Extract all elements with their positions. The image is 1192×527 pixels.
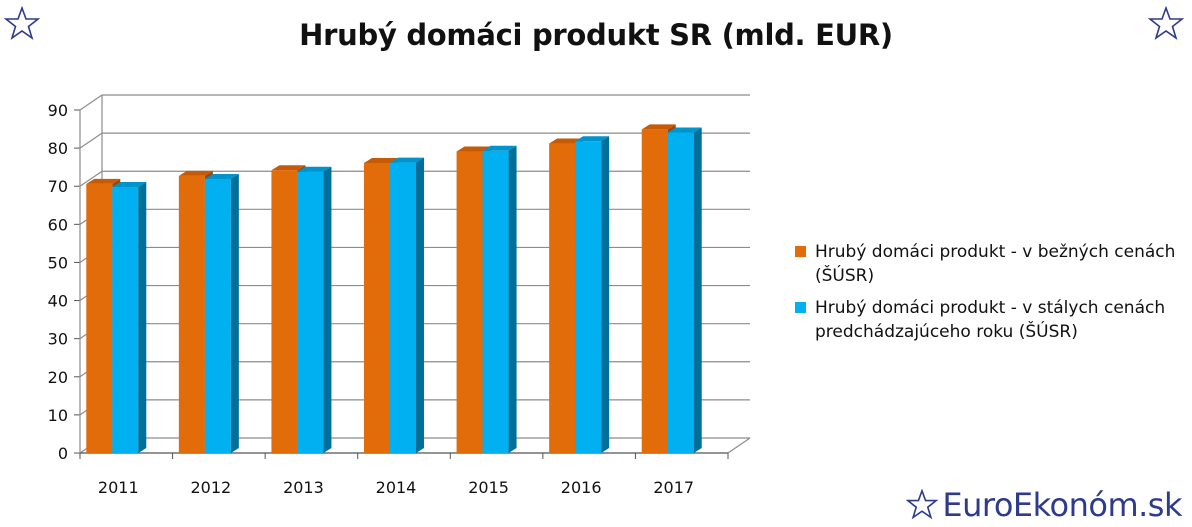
bar-2015-s2 (482, 150, 509, 454)
y-tick-label: 70 (48, 177, 68, 196)
bar-top-2015-s1 (456, 146, 491, 152)
x-tick-label: 2016 (561, 478, 602, 497)
legend-swatch-current-prices (795, 246, 806, 257)
bar-top-2012-s1 (178, 170, 213, 176)
bar-2016-s1 (549, 143, 576, 453)
bar-side-2011-s2 (138, 181, 147, 454)
bar-2012-s1 (178, 175, 205, 453)
y-tick-label: 0 (58, 444, 68, 463)
legend-label-constant-prices: Hrubý domáci produkt - v stálych cenách … (815, 298, 1166, 342)
bar-side-2015-s2 (508, 145, 517, 454)
x-tick-label: 2011 (98, 478, 139, 497)
bar-top-2013-s2 (297, 166, 332, 172)
bar-top-2013-s1 (271, 165, 306, 171)
bar-2011-s2 (112, 186, 139, 454)
gridline-side (79, 170, 103, 187)
bar-top-2016-s2 (575, 136, 610, 142)
bar-2014-s1 (364, 162, 390, 454)
y-tick-label: 40 (48, 292, 68, 311)
x-tick-label: 2017 (653, 478, 694, 497)
chart-legend: Hrubý domáci produkt - v bežných cenách … (795, 240, 1185, 352)
x-tick-label: 2014 (376, 478, 417, 497)
bar-side-2013-s2 (323, 166, 332, 454)
bar-top-2011-s2 (112, 181, 147, 187)
chart-title: Hrubý domáci produkt SR (mld. EUR) (299, 18, 893, 52)
bar-top-2015-s2 (482, 145, 517, 151)
bar-2017-s2 (667, 132, 694, 454)
x-tick-label: 2012 (190, 478, 231, 497)
bar-side-2016-s2 (601, 136, 610, 454)
bar-top-2016-s1 (549, 138, 584, 144)
y-tick-label: 30 (48, 330, 68, 349)
bar-2011-s1 (86, 183, 113, 454)
y-tick-label: 90 (48, 101, 68, 120)
legend-swatch-constant-prices (795, 302, 806, 313)
bar-2013-s2 (297, 171, 324, 454)
y-tick-label: 80 (48, 139, 68, 158)
brand-logo: EuroEkonóm.sk (906, 485, 1182, 525)
bar-side-2017-s2 (693, 127, 702, 453)
bar-2014-s2 (390, 162, 416, 454)
bar-top-2012-s2 (204, 173, 239, 179)
bar-top-2017-s1 (641, 124, 676, 130)
bar-side-2014-s2 (416, 157, 424, 454)
bar-chart: 0 10 20 30 40 50 60 70 80 90 2011 2012 2013 2014 2015 2… (48, 94, 751, 497)
bar-2016-s2 (575, 141, 602, 454)
bar-2017-s1 (641, 129, 668, 454)
floor-edge (727, 437, 751, 454)
bar-2013-s1 (271, 170, 298, 453)
y-tick-label: 60 (48, 215, 68, 234)
gridline-side (79, 132, 103, 149)
legend-item-constant-prices: Hrubý domáci produkt - v stálych cenách … (795, 296, 1185, 344)
x-tick-label: 2015 (468, 478, 509, 497)
bar-2012-s2 (204, 178, 231, 453)
y-tick-label: 20 (48, 368, 68, 387)
bar-side-2012-s2 (230, 173, 239, 453)
legend-label-current-prices: Hrubý domáci produkt - v bežných cenách … (815, 242, 1176, 286)
star-icon (1148, 6, 1184, 40)
bar-top-2014-s1 (364, 157, 398, 163)
star-icon (4, 6, 40, 40)
star-icon (906, 489, 939, 520)
bar-2015-s1 (456, 151, 483, 453)
x-tick-label: 2013 (283, 478, 324, 497)
legend-item-current-prices: Hrubý domáci produkt - v bežných cenách … (795, 240, 1185, 288)
y-tick-label: 10 (48, 406, 68, 425)
bar-top-2014-s2 (390, 157, 424, 163)
y-tick-label: 50 (48, 253, 68, 272)
bar-top-2011-s1 (86, 178, 121, 184)
bar-top-2017-s2 (667, 127, 702, 133)
brand-text: EuroEkonóm.sk (942, 486, 1182, 524)
gridline-side (79, 94, 103, 111)
